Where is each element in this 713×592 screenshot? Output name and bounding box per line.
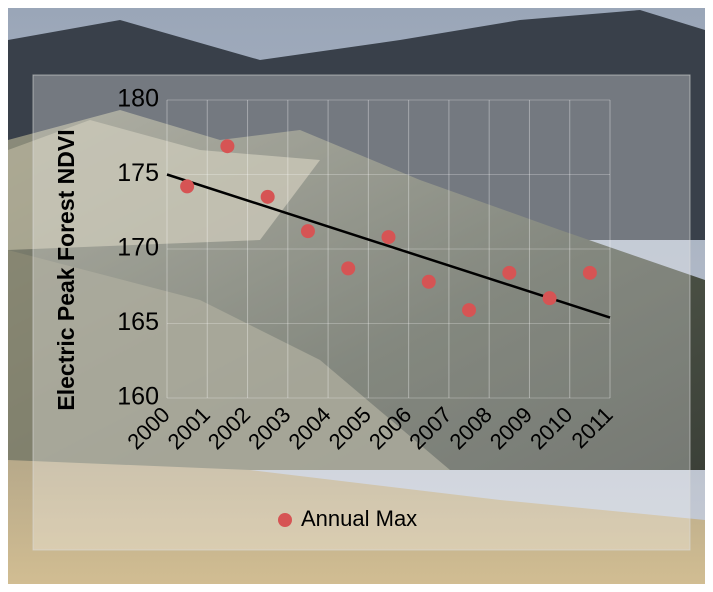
point bbox=[260, 189, 275, 204]
point bbox=[542, 291, 557, 306]
y-axis-title: Electric Peak Forest NDVI bbox=[53, 129, 79, 410]
point bbox=[421, 274, 436, 289]
point bbox=[381, 230, 396, 245]
y-tick-label: 165 bbox=[117, 308, 159, 336]
legend-label: Annual Max bbox=[301, 506, 417, 531]
y-tick-label: 175 bbox=[117, 159, 159, 187]
y-tick-label: 160 bbox=[117, 383, 159, 411]
trendline bbox=[166, 173, 611, 319]
point bbox=[462, 303, 477, 318]
point bbox=[300, 224, 315, 239]
point bbox=[502, 265, 517, 280]
chart-area bbox=[32, 74, 691, 551]
point bbox=[220, 139, 235, 154]
y-tick-label: 170 bbox=[117, 234, 159, 262]
y-tick-label: 180 bbox=[117, 85, 159, 113]
point bbox=[180, 179, 195, 194]
point bbox=[341, 261, 356, 276]
point bbox=[582, 265, 597, 280]
legend-marker bbox=[278, 513, 292, 527]
